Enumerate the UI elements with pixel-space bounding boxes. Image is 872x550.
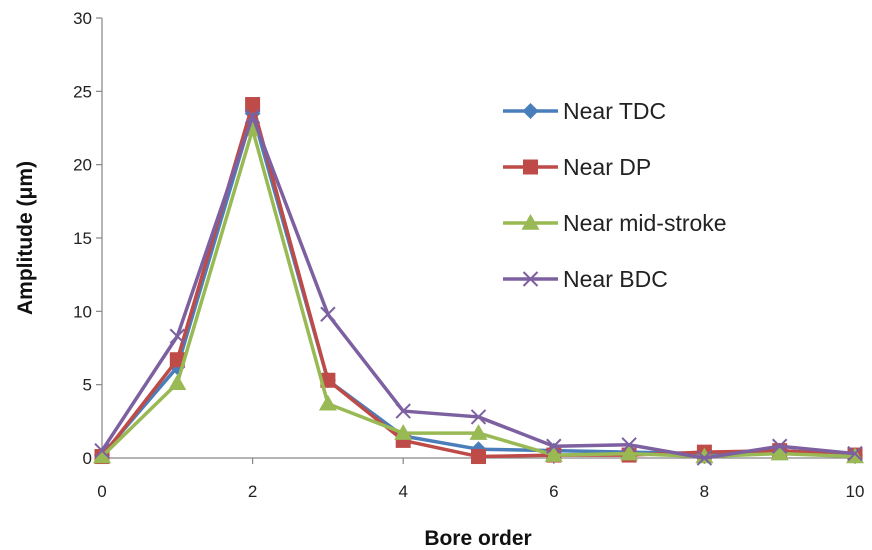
legend-marker [523, 159, 538, 175]
data-point [620, 444, 639, 461]
data-point [395, 403, 411, 419]
data-point [244, 108, 261, 124]
data-point [169, 328, 186, 344]
data-point [847, 445, 863, 462]
data-point [544, 446, 563, 462]
x-tick-label: 6 [549, 482, 558, 501]
data-point [770, 444, 789, 461]
y-tick-label: 25 [73, 82, 92, 101]
x-tick-label: 4 [398, 482, 407, 501]
data-point [621, 437, 637, 453]
data-point [169, 352, 185, 368]
data-point [771, 438, 788, 454]
series-layer [93, 97, 864, 466]
y-ticks: 0 5 10 15 20 25 30 [73, 9, 102, 468]
data-point [168, 374, 187, 390]
x-tick-label: 0 [97, 482, 106, 501]
legend-marker [521, 214, 540, 230]
x-tick-label: 10 [846, 482, 865, 501]
legend: Near TDC Near DP Near mid-stroke Near BDC [503, 98, 727, 292]
legend-item: Near DP [503, 154, 651, 180]
data-point [471, 449, 486, 465]
data-point [93, 447, 111, 464]
y-tick-label: 0 [83, 449, 92, 468]
series-line [100, 111, 856, 457]
series-near-tdc [94, 105, 863, 464]
legend-marker [522, 271, 539, 287]
x-axis-title: Bore order [424, 527, 531, 550]
legend-item: Near BDC [503, 266, 668, 292]
x-tick-label: 8 [700, 482, 709, 501]
series-line [100, 127, 856, 459]
series-line [100, 114, 856, 460]
legend-marker [522, 103, 539, 119]
data-point [320, 306, 336, 322]
legend-item: Near TDC [503, 98, 666, 124]
x-ticks: 0 2 4 6 8 10 [97, 458, 864, 501]
data-point [318, 394, 337, 411]
series-near-bdc [94, 108, 863, 466]
series-line [100, 102, 856, 459]
data-point [546, 438, 562, 454]
x-tick-label: 2 [248, 482, 257, 501]
data-point [470, 409, 487, 425]
legend-item: Near mid-stroke [503, 210, 727, 236]
series-near-mid-stroke [93, 120, 864, 464]
y-axis-title: Amplitude (μm) [14, 161, 37, 315]
y-tick-label: 5 [83, 376, 92, 395]
data-point [94, 442, 110, 459]
y-tick-label: 20 [73, 156, 92, 175]
data-point [394, 424, 413, 440]
data-point [695, 447, 714, 464]
data-point [696, 450, 713, 466]
y-tick-label: 10 [73, 302, 92, 321]
y-tick-label: 30 [73, 9, 92, 28]
legend-label: Near TDC [563, 98, 666, 124]
data-point [245, 97, 261, 113]
legend-label: Near BDC [563, 266, 668, 292]
legend-label: Near DP [563, 154, 651, 180]
data-point [469, 424, 488, 440]
y-tick-label: 15 [73, 229, 92, 248]
legend-label: Near mid-stroke [563, 210, 727, 236]
series-near-dp [94, 97, 863, 465]
